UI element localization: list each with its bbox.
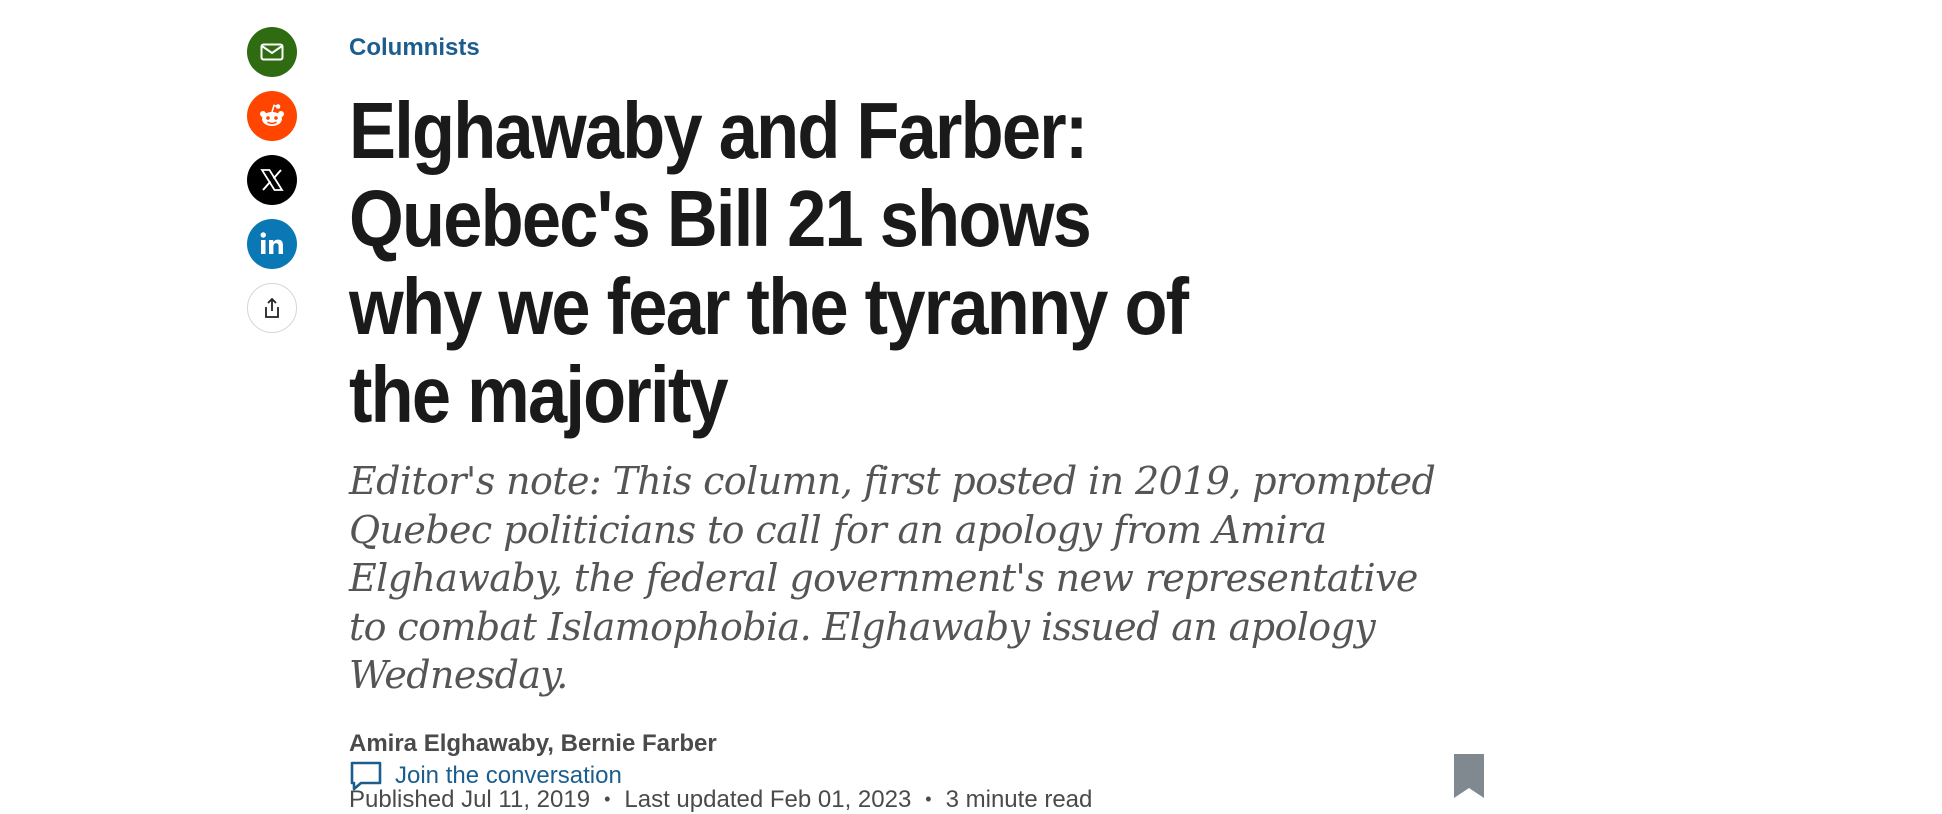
author-separator: , — [547, 729, 561, 757]
share-button[interactable] — [247, 283, 297, 333]
bookmark-button[interactable] — [1452, 752, 1486, 805]
join-conversation-label: Join the conversation — [395, 762, 622, 789]
linkedin-share-button[interactable] — [247, 219, 297, 269]
editor-note-deck: Editor's note: This column, first posted… — [349, 459, 1436, 697]
email-share-button[interactable] — [247, 27, 297, 77]
x-share-button[interactable] — [247, 155, 297, 205]
linkedin-icon — [260, 232, 283, 254]
headline: Elghawaby and Farber: Quebec's Bill 21 s… — [349, 86, 1189, 439]
category-link[interactable]: Columnists — [349, 34, 480, 61]
author-link-bernie-farber[interactable]: Bernie Farber — [560, 729, 717, 757]
share-icon — [265, 297, 279, 318]
last-updated-date: Last updated Feb 01, 2023 — [624, 785, 912, 813]
share-rail — [247, 27, 297, 347]
byline: Amira Elghawaby, Bernie Farber — [349, 730, 1489, 758]
author-link-amira-elghawaby[interactable]: Amira Elghawaby — [349, 729, 548, 757]
x-icon — [260, 169, 284, 191]
bookmark-icon — [1454, 754, 1484, 798]
reddit-share-button[interactable] — [247, 91, 297, 141]
comment-icon — [350, 761, 382, 791]
meta-separator: • — [925, 789, 932, 809]
meta-separator: • — [604, 789, 611, 809]
join-conversation-link[interactable]: Join the conversation — [349, 760, 622, 792]
reddit-icon — [260, 104, 284, 126]
email-icon — [260, 43, 284, 61]
read-time: 3 minute read — [945, 785, 1093, 813]
article-header: Columnists Elghawaby and Farber: Quebec'… — [349, 34, 1489, 814]
